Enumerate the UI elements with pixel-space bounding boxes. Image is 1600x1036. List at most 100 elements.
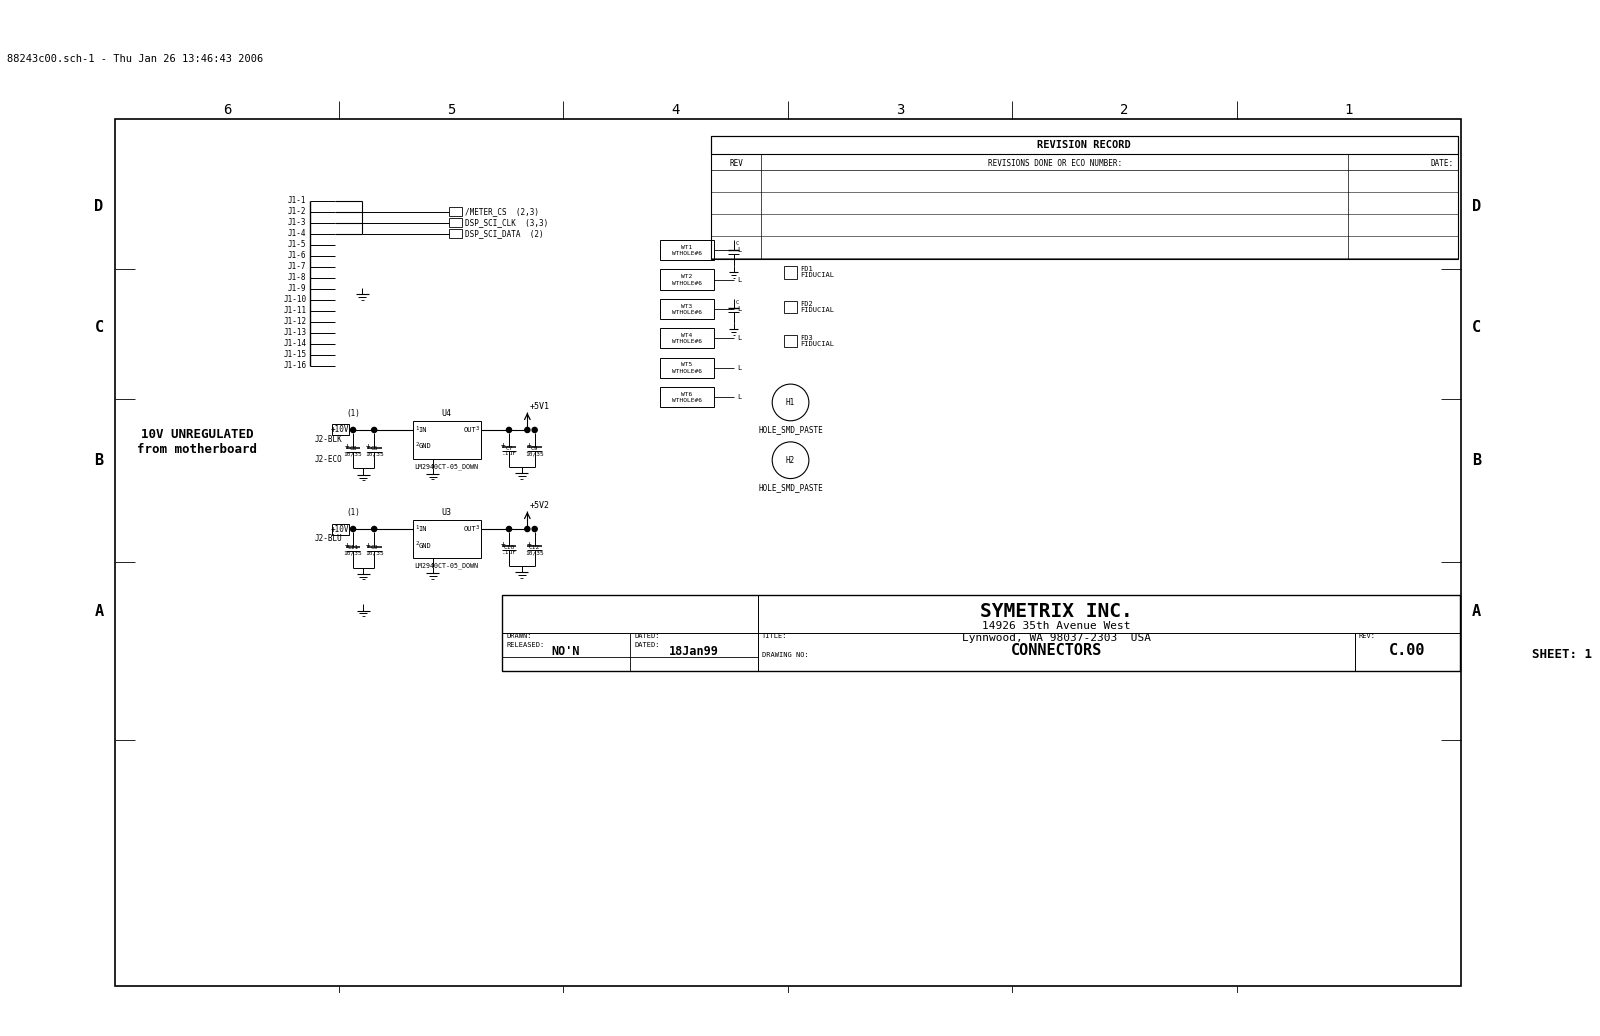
Text: 4: 4	[672, 103, 680, 117]
Text: C7
.1uF: C7 .1uF	[501, 445, 517, 457]
Text: WT6: WT6	[682, 392, 693, 397]
Text: 88243c00.sch-1 - Thu Jan 26 13:46:43 2006: 88243c00.sch-1 - Thu Jan 26 13:46:43 200…	[8, 55, 264, 64]
Text: DATE:: DATE:	[1430, 159, 1454, 168]
Text: +: +	[344, 441, 349, 451]
Text: 2: 2	[416, 442, 419, 448]
Text: DRAWING NO:: DRAWING NO:	[762, 652, 810, 658]
Bar	[784, 266, 797, 279]
Bar	[450, 229, 462, 238]
Circle shape	[525, 428, 530, 432]
Text: FIDUCIAL: FIDUCIAL	[800, 272, 835, 278]
Text: DRAWN:: DRAWN:	[506, 633, 531, 639]
Text: 3: 3	[896, 103, 904, 117]
Text: L: L	[738, 365, 742, 371]
Text: J1-16: J1-16	[283, 362, 306, 370]
Text: HOLE_SMD_PASTE: HOLE_SMD_PASTE	[758, 483, 822, 492]
Text: C11
10/35: C11 10/35	[344, 545, 363, 555]
Text: 10V UNREGULATED
from motherboard: 10V UNREGULATED from motherboard	[138, 428, 258, 456]
Circle shape	[371, 428, 376, 432]
Text: REV:: REV:	[1358, 633, 1376, 639]
Text: WTHOLE#6: WTHOLE#6	[672, 281, 702, 286]
Text: +: +	[366, 541, 371, 549]
Text: C.00: C.00	[1389, 643, 1426, 659]
Text: +: +	[526, 540, 531, 549]
Text: J1-1: J1-1	[288, 196, 306, 205]
Bar	[661, 328, 714, 348]
Text: J1-5: J1-5	[288, 240, 306, 250]
Text: L: L	[738, 306, 742, 312]
Text: J1-12: J1-12	[283, 317, 306, 326]
Text: J1-6: J1-6	[288, 251, 306, 260]
Text: C: C	[736, 241, 739, 247]
Text: B: B	[94, 453, 104, 467]
Text: 2: 2	[1120, 103, 1128, 117]
Text: LM2940CT-05_DOWN: LM2940CT-05_DOWN	[414, 463, 478, 470]
Text: 2: 2	[416, 541, 419, 546]
Text: (1): (1)	[346, 409, 360, 418]
Text: REVISION RECORD: REVISION RECORD	[1037, 140, 1131, 150]
Text: 5: 5	[446, 103, 456, 117]
Text: +: +	[366, 441, 371, 451]
Text: FD2: FD2	[800, 301, 813, 308]
Text: FD1: FD1	[800, 266, 813, 272]
Text: OUT: OUT	[464, 526, 475, 533]
Text: DSP_SCI_DATA  (2): DSP_SCI_DATA (2)	[466, 229, 544, 238]
Text: IN: IN	[418, 526, 427, 533]
Text: C: C	[94, 320, 104, 335]
Text: C: C	[1472, 320, 1482, 335]
Circle shape	[371, 526, 376, 531]
Text: 18Jan99: 18Jan99	[669, 645, 718, 659]
Text: U4: U4	[442, 409, 451, 418]
Bar	[413, 421, 482, 459]
Text: C12
10/35: C12 10/35	[525, 545, 544, 555]
Text: (1): (1)	[346, 508, 360, 517]
Text: J1-15: J1-15	[283, 350, 306, 359]
Circle shape	[533, 428, 538, 432]
Text: A: A	[94, 604, 104, 620]
Text: +5V1: +5V1	[530, 402, 550, 410]
Bar	[661, 386, 714, 407]
Bar	[450, 207, 462, 217]
Text: J1-9: J1-9	[288, 284, 306, 293]
Bar	[661, 298, 714, 319]
Text: FIDUCIAL: FIDUCIAL	[800, 307, 835, 313]
Text: H1: H1	[786, 398, 795, 407]
Text: RELEASED:: RELEASED:	[506, 642, 544, 649]
Text: WT4: WT4	[682, 333, 693, 338]
Text: J1-2: J1-2	[288, 207, 306, 217]
Text: L: L	[738, 336, 742, 341]
Text: GND: GND	[418, 443, 430, 450]
Text: DATED:: DATED:	[635, 633, 661, 639]
Text: C: C	[736, 300, 739, 305]
Text: B: B	[1472, 453, 1482, 467]
Bar	[661, 357, 714, 378]
Text: +5V2: +5V2	[530, 500, 550, 510]
Circle shape	[507, 526, 512, 531]
Text: REV: REV	[730, 159, 744, 168]
Text: HOLE_SMD_PASTE: HOLE_SMD_PASTE	[758, 426, 822, 434]
Text: WT1: WT1	[682, 244, 693, 250]
Text: +: +	[344, 541, 349, 549]
Text: +: +	[501, 540, 506, 549]
Bar	[784, 335, 797, 347]
Text: C9
10/35: C9 10/35	[525, 445, 544, 457]
Text: SHEET: 1  OF: SHEET: 1 OF	[1531, 649, 1600, 661]
Text: WTHOLE#6: WTHOLE#6	[672, 398, 702, 403]
Text: CONNECTORS: CONNECTORS	[1011, 643, 1102, 659]
Text: J2-BLK: J2-BLK	[315, 435, 342, 443]
Bar	[502, 595, 1461, 671]
Text: WTHOLE#6: WTHOLE#6	[672, 340, 702, 344]
Text: 3: 3	[475, 524, 478, 529]
Circle shape	[525, 526, 530, 531]
Text: DATED:: DATED:	[635, 642, 661, 649]
Text: J1-14: J1-14	[283, 339, 306, 348]
Text: L: L	[738, 277, 742, 283]
Text: L: L	[738, 394, 742, 400]
Text: 3: 3	[475, 426, 478, 431]
Bar	[710, 136, 1458, 154]
Text: 1: 1	[1344, 103, 1354, 117]
Text: FD3: FD3	[800, 336, 813, 341]
Text: /METER_CS  (2,3): /METER_CS (2,3)	[466, 207, 539, 217]
Bar	[661, 269, 714, 290]
Text: 6: 6	[222, 103, 230, 117]
